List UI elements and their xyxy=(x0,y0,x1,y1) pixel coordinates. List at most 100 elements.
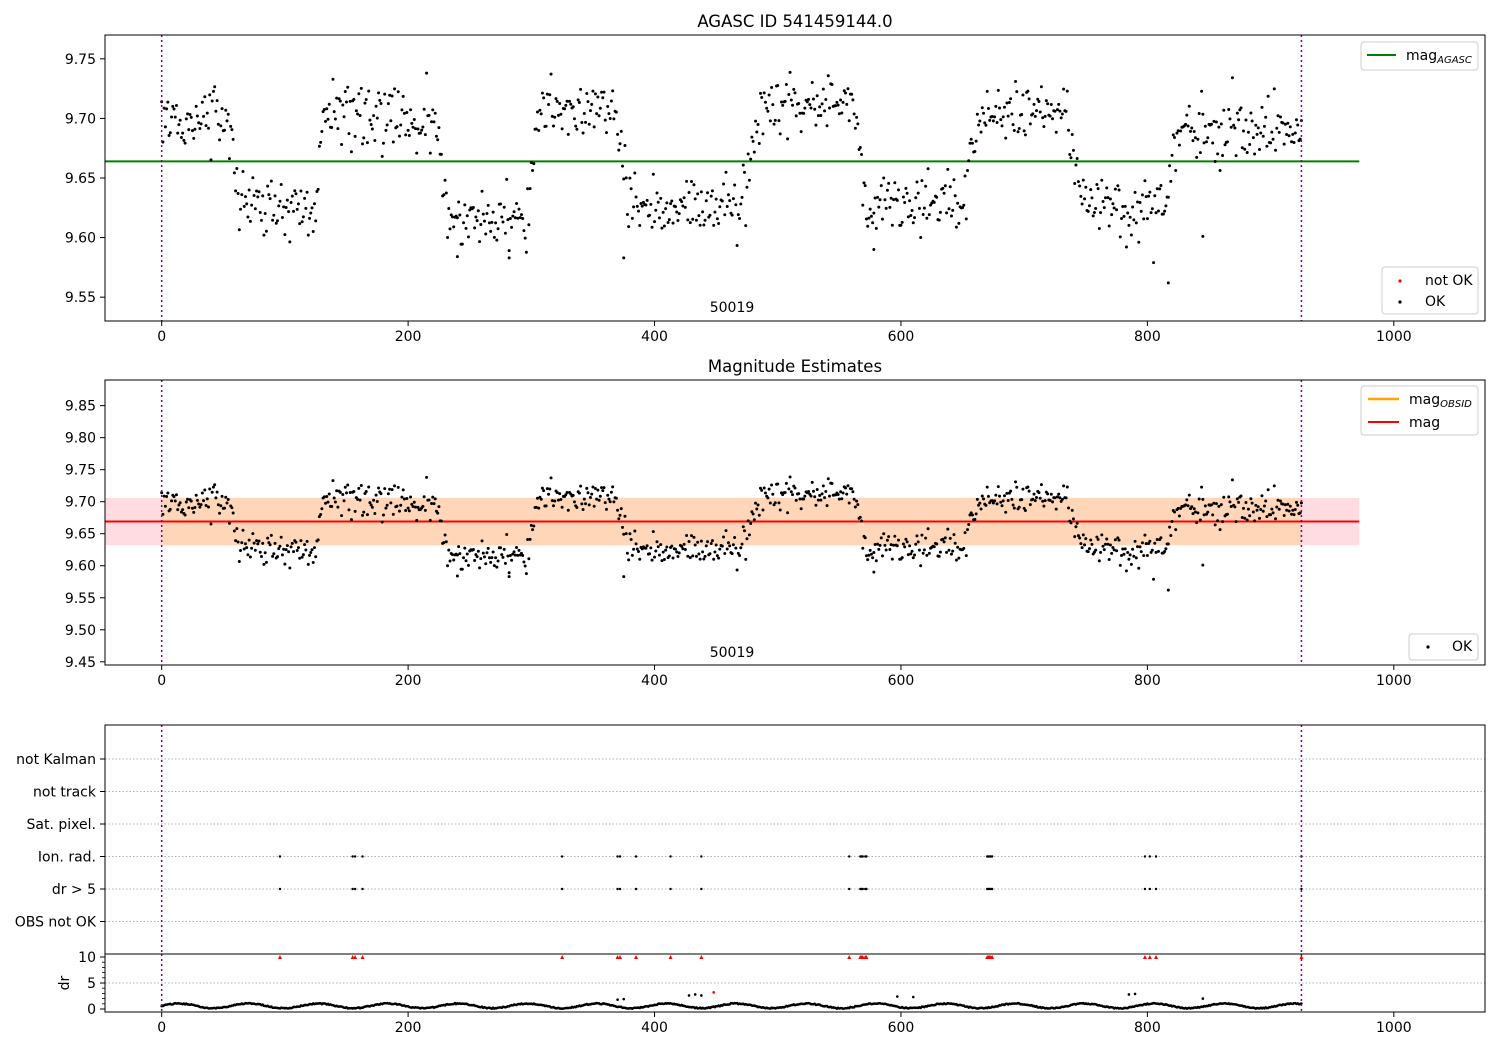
data-point xyxy=(584,120,588,124)
data-point xyxy=(602,486,606,490)
data-point xyxy=(742,170,746,174)
data-point xyxy=(411,504,415,508)
data-point xyxy=(879,536,883,540)
data-point xyxy=(621,525,624,529)
legend-not-ok-marker xyxy=(1398,279,1402,283)
data-point xyxy=(1187,104,1191,108)
data-point xyxy=(809,106,813,110)
data-point xyxy=(264,229,268,233)
data-point xyxy=(924,536,928,540)
data-point xyxy=(237,560,241,564)
data-point xyxy=(304,206,308,210)
flag-marker xyxy=(848,887,851,891)
data-point xyxy=(1124,569,1128,573)
data-point xyxy=(460,242,464,246)
data-point xyxy=(1248,514,1252,518)
data-point xyxy=(1054,130,1058,134)
data-point xyxy=(564,493,568,497)
data-point xyxy=(1266,94,1270,98)
data-point xyxy=(1155,187,1159,191)
data-point xyxy=(755,507,759,511)
data-point xyxy=(634,542,638,546)
data-point xyxy=(1163,550,1167,554)
data-point xyxy=(320,130,324,134)
data-point xyxy=(431,108,435,112)
y-tick-label: 9.65 xyxy=(65,171,96,187)
data-point xyxy=(718,547,722,551)
data-point xyxy=(251,532,255,536)
data-point xyxy=(946,527,950,531)
data-point xyxy=(760,488,764,492)
data-point xyxy=(248,219,252,223)
data-point xyxy=(1201,563,1205,567)
data-point xyxy=(752,150,756,154)
panel-1-title: AGASC ID 541459144.0 xyxy=(697,12,892,31)
data-point xyxy=(821,484,825,488)
data-point xyxy=(1134,556,1138,560)
data-point xyxy=(1291,508,1295,512)
data-point xyxy=(1078,536,1082,540)
data-point xyxy=(1217,125,1221,129)
data-point xyxy=(483,219,486,223)
data-point xyxy=(661,210,665,214)
data-point xyxy=(364,490,368,494)
data-point xyxy=(414,127,417,131)
data-point xyxy=(396,485,400,489)
data-point xyxy=(314,555,318,559)
data-point xyxy=(430,501,434,505)
data-point xyxy=(402,111,406,115)
data-point xyxy=(259,218,263,222)
data-point xyxy=(383,487,387,491)
data-point xyxy=(501,555,505,559)
data-point xyxy=(1274,148,1278,152)
data-point xyxy=(1120,216,1124,220)
data-point xyxy=(216,503,220,507)
data-point xyxy=(809,494,813,498)
flag-marker xyxy=(861,887,864,891)
data-point xyxy=(1219,122,1223,126)
data-point xyxy=(267,541,271,545)
data-point xyxy=(710,539,714,543)
data-point xyxy=(186,112,190,116)
data-point xyxy=(576,98,580,102)
data-point xyxy=(1014,79,1018,83)
data-point xyxy=(600,486,604,490)
data-point xyxy=(522,560,526,564)
data-point xyxy=(665,545,669,549)
data-point xyxy=(635,547,639,551)
data-point xyxy=(1122,214,1126,218)
data-point xyxy=(308,216,312,220)
data-point xyxy=(292,209,296,213)
data-point xyxy=(462,556,466,560)
data-point xyxy=(956,545,960,549)
dr-outlier xyxy=(1127,993,1131,996)
data-point xyxy=(1294,500,1298,504)
data-point xyxy=(306,233,310,237)
data-point xyxy=(1275,126,1279,130)
data-point xyxy=(247,188,251,192)
data-point xyxy=(176,131,180,135)
data-point xyxy=(943,536,947,540)
data-point xyxy=(755,130,759,134)
data-point xyxy=(1205,140,1209,144)
data-point xyxy=(235,166,239,170)
data-point xyxy=(363,101,367,105)
data-point xyxy=(1206,136,1210,140)
data-point xyxy=(1173,136,1176,140)
data-point xyxy=(184,117,188,121)
data-point xyxy=(524,250,528,254)
data-point xyxy=(1285,132,1289,136)
data-point xyxy=(616,132,620,136)
data-point xyxy=(326,117,330,121)
data-point xyxy=(356,497,360,501)
x-tick-label: 800 xyxy=(1134,673,1161,689)
data-point xyxy=(1174,528,1178,532)
data-point xyxy=(1137,240,1141,244)
panel-agasc: AGASC ID 541459144.0 9.559.609.659.709.7… xyxy=(65,12,1486,345)
data-point xyxy=(1089,188,1093,192)
data-point xyxy=(1144,542,1148,546)
data-point xyxy=(869,552,873,556)
data-point xyxy=(171,104,175,108)
data-point xyxy=(442,541,446,545)
data-point xyxy=(1023,509,1027,513)
